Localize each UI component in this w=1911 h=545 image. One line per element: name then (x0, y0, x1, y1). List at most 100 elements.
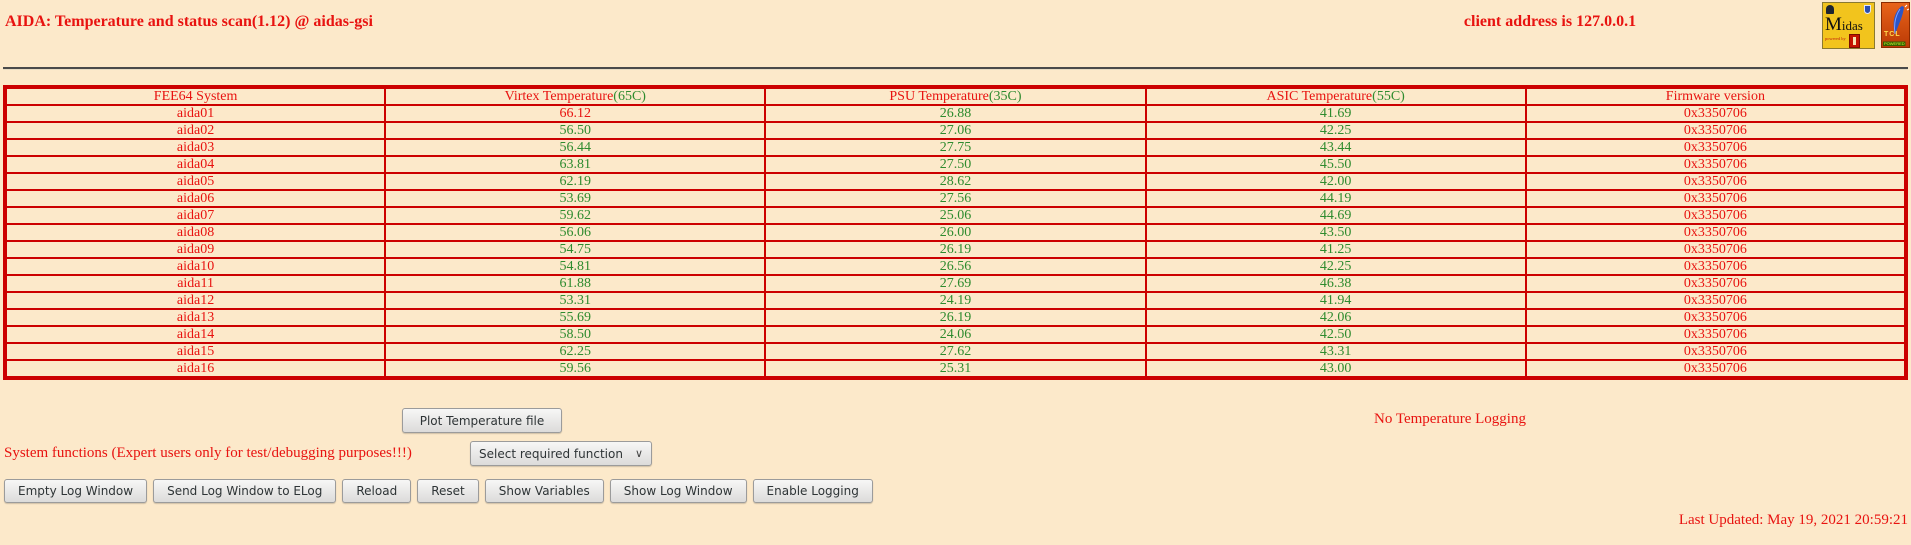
temperature-table-header: FEE64 System Virtex Temperature(65C) PSU T… (3, 86, 1908, 106)
virtex-temp-cell: 58.50 (384, 325, 767, 344)
tcl-powered-logo[interactable]: TCL POWERED (1881, 2, 1910, 48)
table-row: aida12 53.31 24.19 41.94 0x3350706 (3, 291, 1908, 310)
asic-temp-cell: 41.69 (1144, 104, 1527, 123)
virtex-temp-cell: 59.56 (384, 359, 767, 379)
midas-logo[interactable]: Midas powered by (1822, 2, 1875, 49)
column-header-3: ASIC Temperature(55C) (1144, 86, 1527, 106)
psu-temp-cell: 25.06 (764, 206, 1147, 225)
column-limit: (35C) (988, 89, 1022, 104)
show-variables-button[interactable]: Show Variables (484, 479, 604, 503)
fee64-system-cell: aida07 (3, 206, 387, 225)
psu-temp-cell: 27.50 (764, 155, 1147, 174)
virtex-temp-cell: 56.06 (384, 223, 767, 242)
temperature-table: FEE64 System Virtex Temperature(65C) PSU T… (3, 85, 1908, 380)
firmware-cell: 0x3350706 (1524, 359, 1908, 379)
firmware-cell: 0x3350706 (1524, 291, 1908, 310)
firmware-cell: 0x3350706 (1524, 121, 1908, 140)
fee64-system-cell: aida06 (3, 189, 387, 208)
psu-temp-cell: 24.06 (764, 325, 1147, 344)
table-row: aida13 55.69 26.19 42.06 0x3350706 (3, 308, 1908, 327)
fee64-system-cell: aida05 (3, 172, 387, 191)
asic-temp-cell: 42.00 (1144, 172, 1527, 191)
fee64-system-cell: aida09 (3, 240, 387, 259)
virtex-temp-cell: 54.75 (384, 240, 767, 259)
psu-temp-cell: 24.19 (764, 291, 1147, 310)
virtex-temp-cell: 55.69 (384, 308, 767, 327)
function-select[interactable]: Select required function ∨ (470, 441, 652, 466)
psu-temp-cell: 27.06 (764, 121, 1147, 140)
empty-log-window-button[interactable]: Empty Log Window (4, 479, 148, 503)
tcl-powered-text: POWERED (1883, 41, 1906, 46)
tcl-logo-text: TCL (1884, 31, 1901, 38)
function-select-value: Select required function (479, 446, 623, 461)
midas-logo-text: Midas (1825, 14, 1863, 35)
firmware-cell: 0x3350706 (1524, 138, 1908, 157)
psu-temp-cell: 27.75 (764, 138, 1147, 157)
virtex-temp-cell: 62.19 (384, 172, 767, 191)
page-title: AIDA: Temperature and status scan(1.12) … (5, 13, 373, 30)
table-row: aida02 56.50 27.06 42.25 0x3350706 (3, 121, 1908, 140)
firmware-cell: 0x3350706 (1524, 172, 1908, 191)
firmware-cell: 0x3350706 (1524, 189, 1908, 208)
column-header-4: Firmware version (1524, 86, 1908, 106)
reset-button[interactable]: Reset (417, 479, 479, 503)
firmware-cell: 0x3350706 (1524, 206, 1908, 225)
firmware-cell: 0x3350706 (1524, 308, 1908, 327)
column-header-1: Virtex Temperature(65C) (384, 86, 767, 106)
psu-temp-cell: 26.88 (764, 104, 1147, 123)
tcl-feather-icon (1893, 4, 1909, 35)
fee64-system-cell: aida16 (3, 359, 387, 379)
firmware-cell: 0x3350706 (1524, 104, 1908, 123)
plot-temperature-file-button[interactable]: Plot Temperature file (402, 408, 562, 433)
asic-temp-cell: 41.25 (1144, 240, 1527, 259)
asic-temp-cell: 42.25 (1144, 257, 1527, 276)
table-row: aida03 56.44 27.75 43.44 0x3350706 (3, 138, 1908, 157)
psu-temp-cell: 27.62 (764, 342, 1147, 361)
table-row: aida09 54.75 26.19 41.25 0x3350706 (3, 240, 1908, 259)
asic-temp-cell: 44.69 (1144, 206, 1527, 225)
psu-temp-cell: 26.19 (764, 308, 1147, 327)
virtex-temp-cell: 62.25 (384, 342, 767, 361)
table-row: aida16 59.56 25.31 43.00 0x3350706 (3, 359, 1908, 379)
virtex-temp-cell: 53.31 (384, 291, 767, 310)
column-header-0: FEE64 System (3, 86, 387, 106)
table-row: aida06 53.69 27.56 44.19 0x3350706 (3, 189, 1908, 208)
table-row: aida01 66.12 26.88 41.69 0x3350706 (3, 104, 1908, 123)
column-header-2: PSU Temperature(35C) (764, 86, 1147, 106)
psu-temp-cell: 25.31 (764, 359, 1147, 379)
asic-temp-cell: 43.00 (1144, 359, 1527, 379)
asic-temp-cell: 43.44 (1144, 138, 1527, 157)
firmware-cell: 0x3350706 (1524, 274, 1908, 293)
table-row: aida14 58.50 24.06 42.50 0x3350706 (3, 325, 1908, 344)
send-log-window-to-elog-button[interactable]: Send Log Window to ELog (153, 479, 337, 503)
fee64-system-cell: aida02 (3, 121, 387, 140)
fee64-system-cell: aida12 (3, 291, 387, 310)
column-limit: (55C) (1372, 89, 1405, 104)
enable-logging-button[interactable]: Enable Logging (752, 479, 873, 503)
virtex-temp-cell: 59.62 (384, 206, 767, 225)
table-row: aida04 63.81 27.50 45.50 0x3350706 (3, 155, 1908, 174)
reload-button[interactable]: Reload (342, 479, 412, 503)
header-divider (3, 67, 1908, 70)
virtex-temp-cell: 53.69 (384, 189, 767, 208)
show-log-window-button[interactable]: Show Log Window (609, 479, 747, 503)
client-address: client address is 127.0.0.1 (1463, 13, 1637, 30)
last-updated-text: Last Updated: May 19, 2021 20:59:21 (1678, 512, 1908, 528)
psu-temp-cell: 26.56 (764, 257, 1147, 276)
psu-temp-cell: 27.56 (764, 189, 1147, 208)
virtex-temp-cell: 54.81 (384, 257, 767, 276)
fee64-system-cell: aida13 (3, 308, 387, 327)
midas-mini-logo-icon (1849, 34, 1860, 48)
fee64-system-cell: aida04 (3, 155, 387, 174)
table-row: aida11 61.88 27.69 46.38 0x3350706 (3, 274, 1908, 293)
fee64-system-cell: aida03 (3, 138, 387, 157)
asic-temp-cell: 43.31 (1144, 342, 1527, 361)
firmware-cell: 0x3350706 (1524, 223, 1908, 242)
table-row: aida15 62.25 27.62 43.31 0x3350706 (3, 342, 1908, 361)
fee64-system-cell: aida14 (3, 325, 387, 344)
fee64-system-cell: aida10 (3, 257, 387, 276)
firmware-cell: 0x3350706 (1524, 325, 1908, 344)
table-row: aida10 54.81 26.56 42.25 0x3350706 (3, 257, 1908, 276)
asic-temp-cell: 42.06 (1144, 308, 1527, 327)
firmware-cell: 0x3350706 (1524, 155, 1908, 174)
